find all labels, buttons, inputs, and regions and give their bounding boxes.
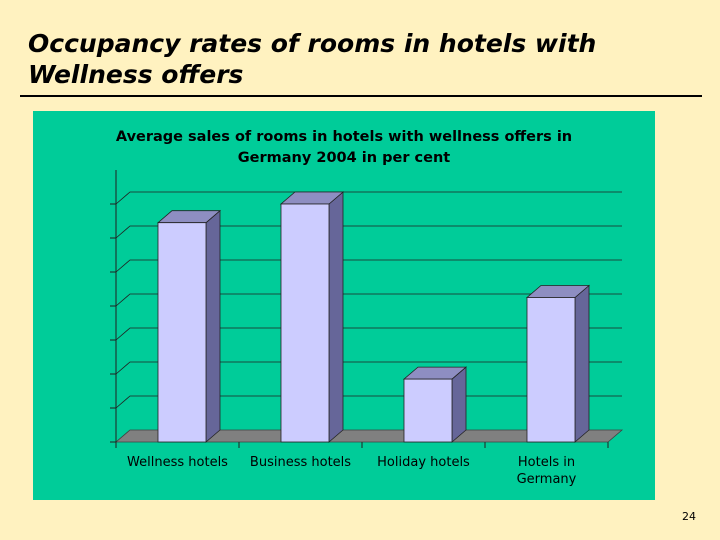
bar-side	[328, 191, 344, 443]
gridline	[115, 225, 622, 239]
slide-title-line2: Wellness offers	[28, 60, 244, 89]
x-category-label: Holiday hotels	[377, 455, 470, 470]
chart-area: Average sales of rooms in hotels with we…	[33, 111, 655, 500]
page-number: 24	[682, 510, 696, 523]
x-category-label: Wellness hotels	[127, 455, 228, 470]
x-category-label: Business hotels	[250, 455, 351, 470]
bar-chart: Average sales of rooms in hotels with we…	[110, 129, 624, 487]
bar	[526, 297, 576, 443]
slide-title-line1: Occupancy rates of rooms in hotels with	[28, 29, 597, 58]
gridline	[115, 191, 622, 205]
gridline	[115, 327, 622, 341]
chart-title-line1: Average sales of rooms in hotels with we…	[116, 129, 572, 145]
gridline	[115, 361, 622, 375]
bar	[280, 203, 330, 443]
x-category-label: Germany	[517, 472, 577, 487]
bar-side	[451, 366, 467, 443]
bar-side	[205, 209, 221, 443]
bar	[403, 378, 453, 443]
title-underline	[20, 95, 702, 97]
gridline	[115, 293, 622, 307]
gridline	[115, 259, 622, 273]
chart-title-line2: Germany 2004 in per cent	[238, 150, 451, 166]
bar-side	[574, 284, 590, 443]
slide-title: Occupancy rates of rooms in hotels with …	[28, 28, 668, 90]
x-category-label: Hotels in	[518, 455, 575, 470]
bar	[157, 222, 207, 443]
plot-layer: Wellness hotels Business hotels Holiday ho…	[110, 170, 624, 487]
